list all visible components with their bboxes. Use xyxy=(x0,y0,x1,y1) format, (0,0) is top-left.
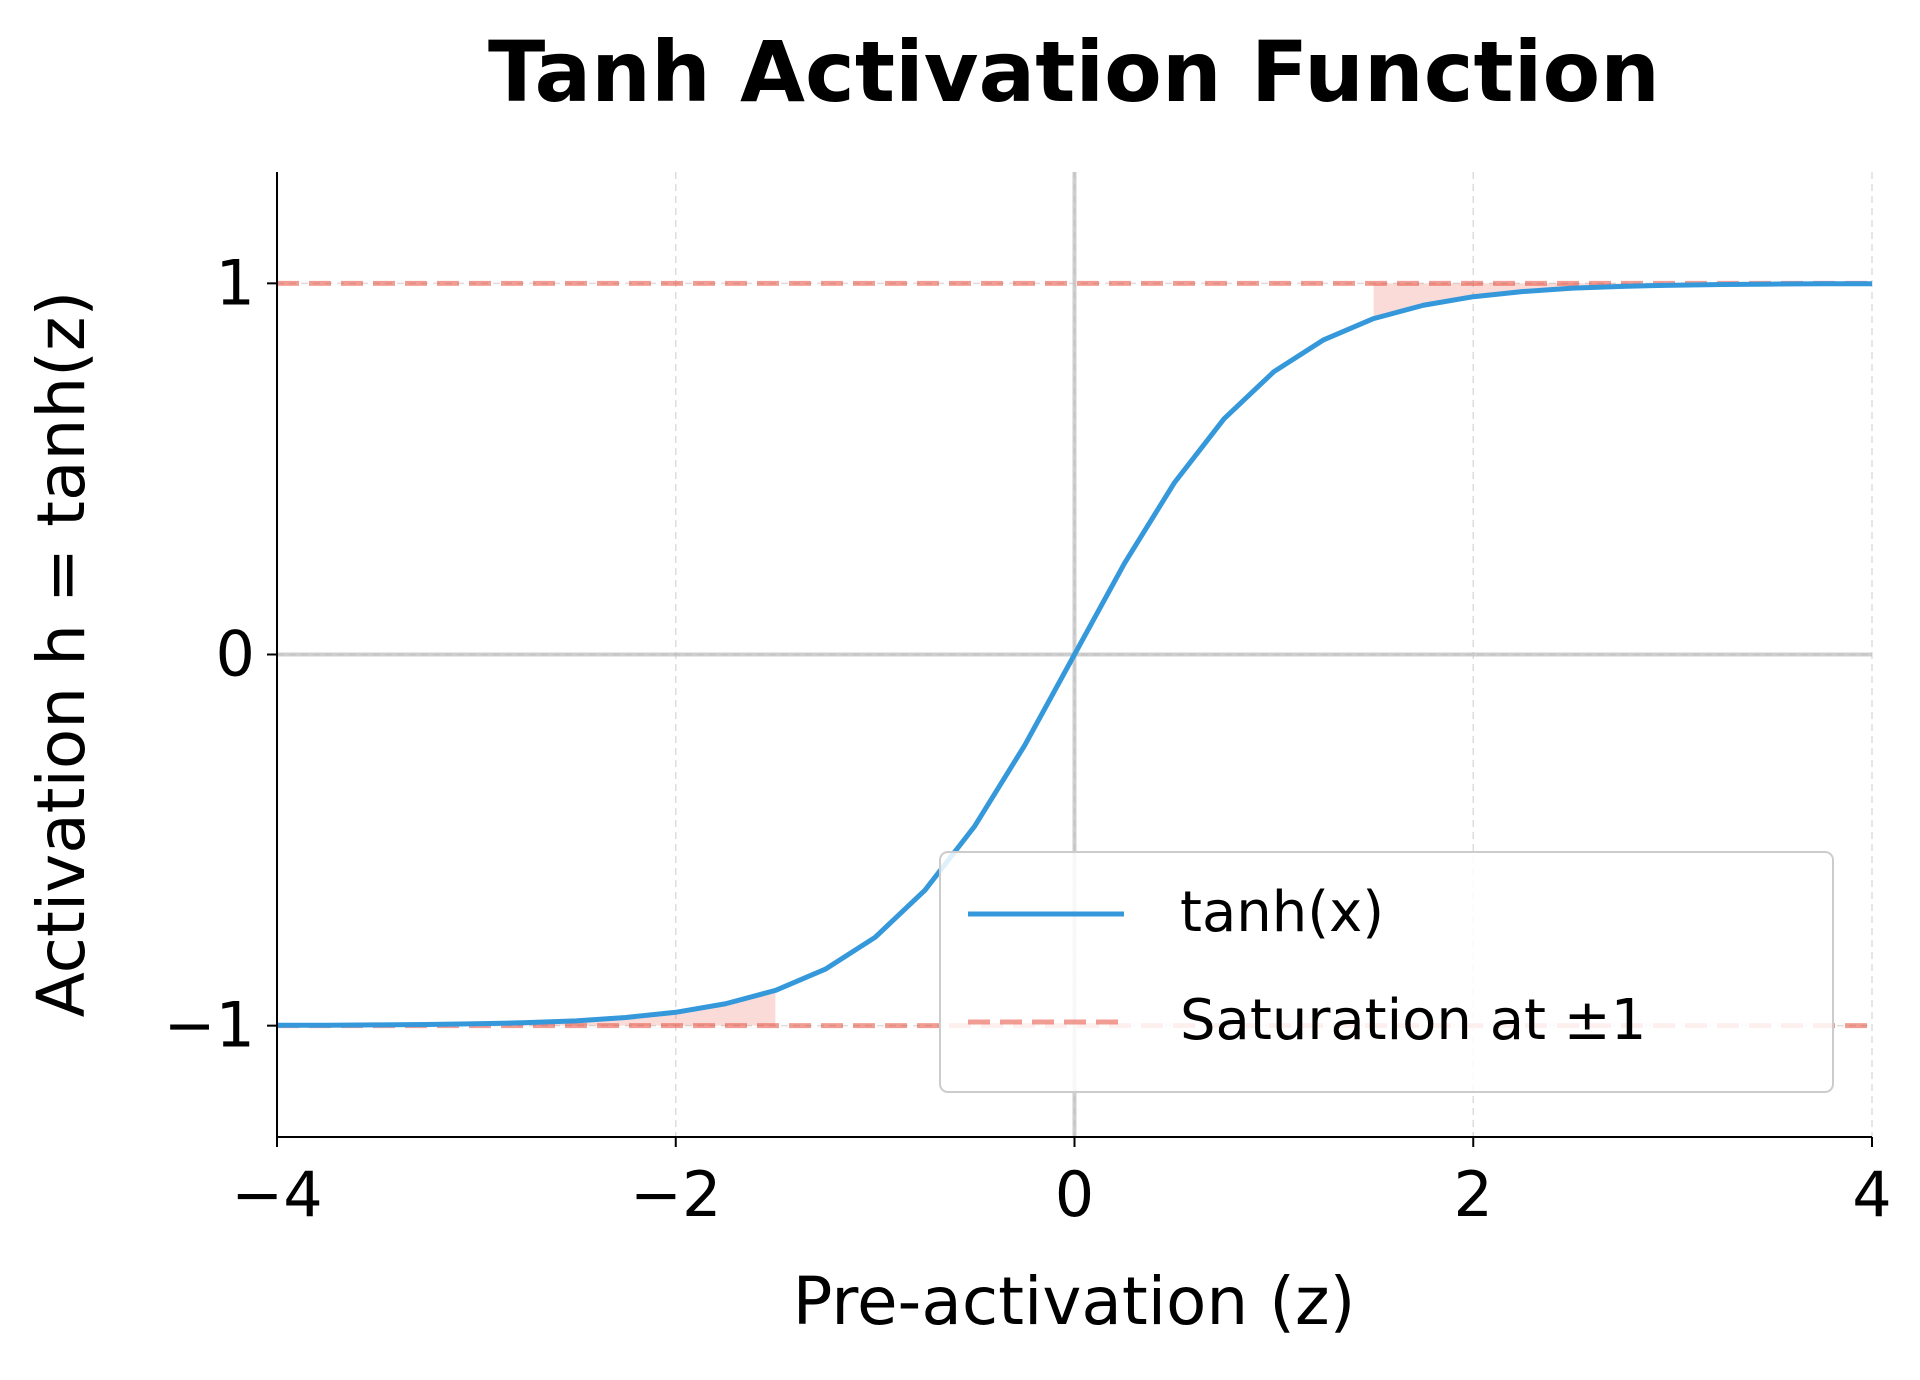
x-tick-label: 4 xyxy=(1852,1158,1891,1231)
x-tick-label: 2 xyxy=(1454,1158,1493,1231)
legend: tanh(x) Saturation at ±1 xyxy=(939,851,1834,1093)
y-tick-label: −1 xyxy=(164,989,255,1062)
x-axis-label: Pre-activation (z) xyxy=(793,1263,1356,1340)
y-tick-label: 0 xyxy=(216,618,255,691)
legend-label: Saturation at ±1 xyxy=(1180,988,1646,1053)
y-tick-label: 1 xyxy=(216,246,255,319)
legend-box xyxy=(939,851,1834,1093)
x-tick-label: −4 xyxy=(231,1158,322,1231)
y-axis-label: Activation h = tanh(z) xyxy=(23,291,100,1018)
legend-label: tanh(x) xyxy=(1180,880,1384,945)
x-tick-label: 0 xyxy=(1055,1158,1094,1231)
x-tick-label: −2 xyxy=(630,1158,721,1231)
chart-title: Tanh Activation Function xyxy=(488,23,1660,121)
line-series xyxy=(277,281,1872,1028)
